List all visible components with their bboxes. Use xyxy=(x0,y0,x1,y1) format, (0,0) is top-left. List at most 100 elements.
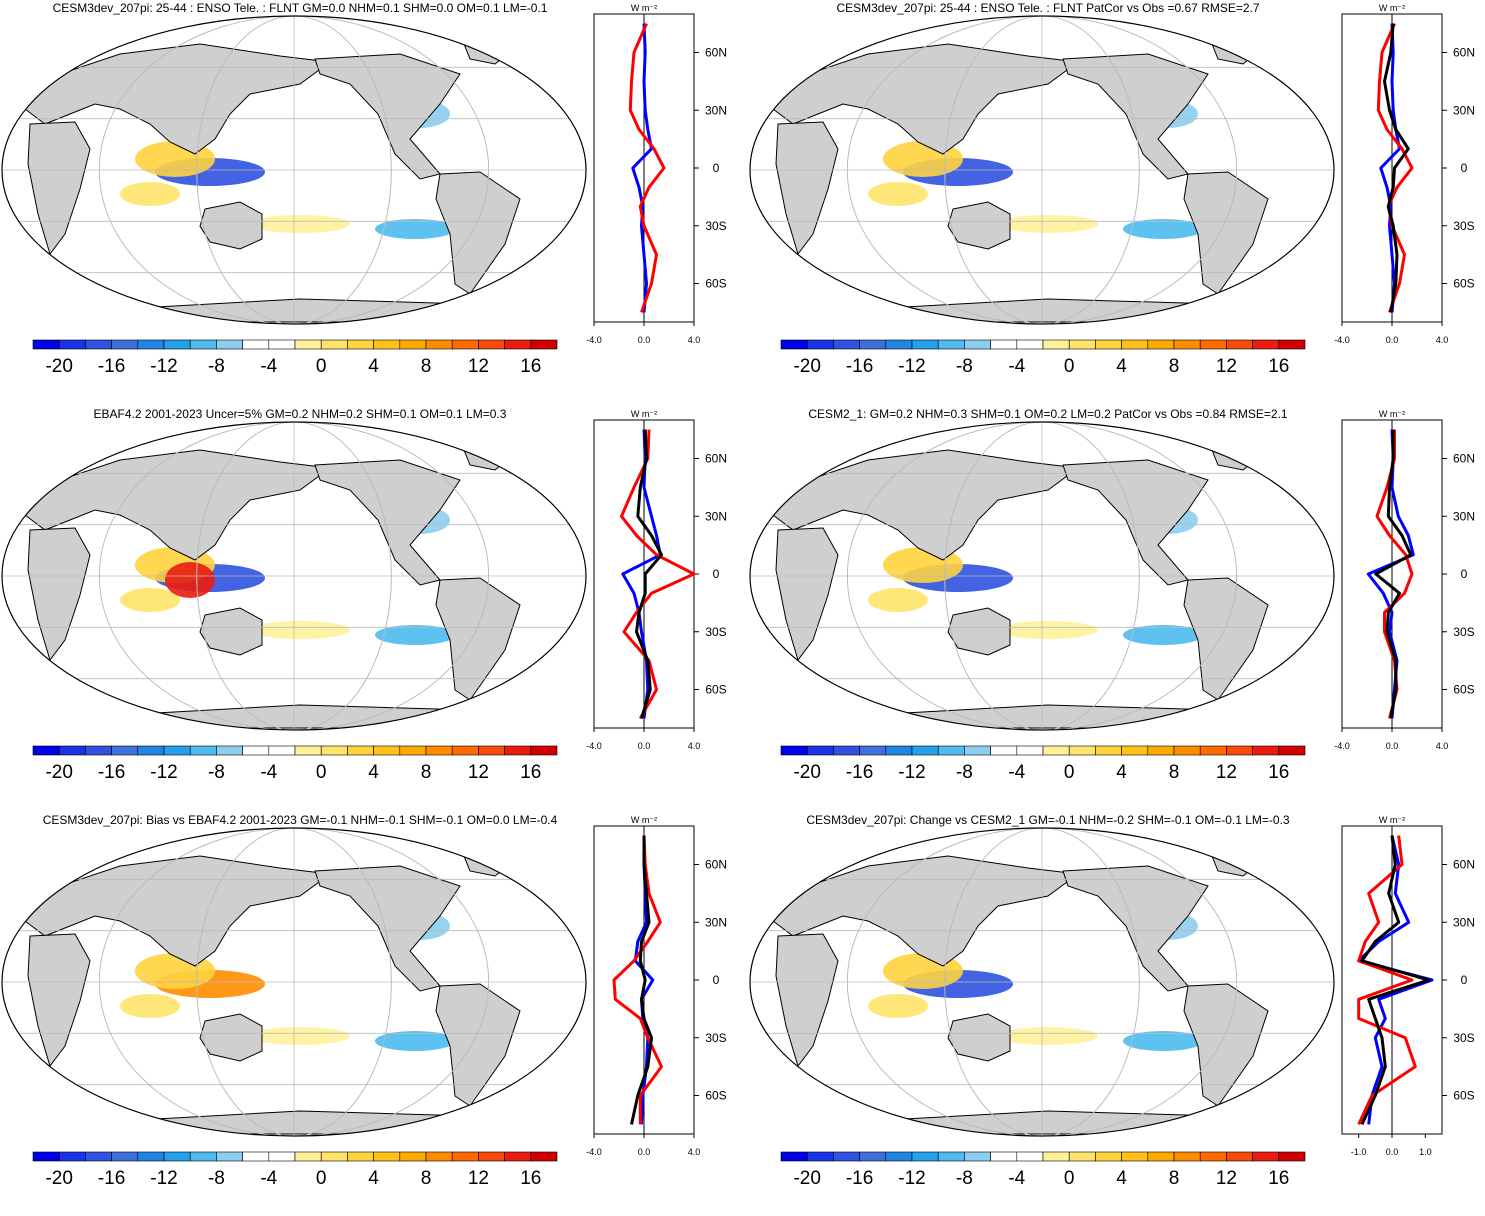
colorbar-swatch xyxy=(885,745,913,756)
colorbar-label: 4 xyxy=(1116,1168,1127,1189)
colorbar-swatch xyxy=(504,1151,532,1162)
panel-title: CESM3dev_207pi: 25-44 : ENSO Tele. : FLN… xyxy=(836,1,1260,15)
map-border xyxy=(749,827,1335,1137)
colorbar-swatch xyxy=(32,339,60,350)
colorbar-swatch xyxy=(1147,745,1175,756)
colorbar-label: -8 xyxy=(956,762,973,783)
colorbar-swatch xyxy=(859,745,887,756)
zonal-profile: W m⁻² 60N 30N 0 30S 60S -4.0 0.0 4.0 xyxy=(1334,409,1475,751)
x-tick-label: -4.0 xyxy=(586,741,602,751)
colorbar-label: 12 xyxy=(468,356,489,377)
landmass xyxy=(314,53,461,180)
profile-line-red xyxy=(1357,835,1417,1126)
lat-label: 30S xyxy=(1453,1031,1474,1045)
gridline-lon xyxy=(944,422,1140,730)
unit-label: W m⁻² xyxy=(631,409,657,419)
panel-title: CESM3dev_207pi: Change vs CESM2_1 GM=-0.… xyxy=(806,813,1290,827)
colorbar-swatch xyxy=(268,745,296,756)
landmass xyxy=(24,449,332,561)
landmass xyxy=(199,201,263,250)
colorbar-label: -16 xyxy=(846,356,873,377)
colorbar-label: 12 xyxy=(1216,1168,1237,1189)
x-tick-label: 1.0 xyxy=(1419,1147,1432,1157)
gridline-lon xyxy=(196,16,392,324)
colorbar-swatch xyxy=(780,1151,808,1162)
colorbar-swatch xyxy=(137,339,165,350)
lat-label: 60N xyxy=(1453,858,1475,872)
colorbar-label: 16 xyxy=(520,762,541,783)
profile-line-red xyxy=(1376,23,1414,313)
colorbar-label: -16 xyxy=(98,356,125,377)
lat-label: 30S xyxy=(1453,219,1474,233)
colorbar-swatch xyxy=(1147,339,1175,350)
colorbar-swatch xyxy=(32,745,60,756)
colorbar-label: -20 xyxy=(793,762,820,783)
colorbar-swatch xyxy=(885,339,913,350)
colorbar-label: -12 xyxy=(150,1168,177,1189)
landmass xyxy=(772,855,1080,967)
colorbar-label: 8 xyxy=(1169,1168,1180,1189)
colorbar-swatch xyxy=(111,745,139,756)
colorbar-label: 12 xyxy=(1216,356,1237,377)
colorbar-swatch xyxy=(911,339,939,350)
profile-line-blue xyxy=(1357,835,1434,1125)
colorbar-swatch xyxy=(111,1151,139,1162)
colorbar-swatch xyxy=(294,745,322,756)
colorbar-swatch xyxy=(1252,745,1280,756)
anomaly-contour xyxy=(375,1031,455,1051)
colorbar: -20-16-12-8-4048121620 xyxy=(780,1151,1306,1189)
colorbar-label: -12 xyxy=(898,356,925,377)
colorbar-label: -8 xyxy=(208,762,225,783)
lat-label: 60S xyxy=(1453,1089,1474,1103)
lat-label: 60S xyxy=(1453,683,1474,697)
gridline-lon xyxy=(98,16,490,324)
x-tick-label: -4.0 xyxy=(1334,335,1350,345)
unit-label: W m⁻² xyxy=(1379,409,1405,419)
x-tick-label: 0.0 xyxy=(1386,335,1399,345)
lat-label: 60S xyxy=(705,683,726,697)
anomaly-contour xyxy=(250,621,350,639)
colorbar-swatch xyxy=(320,745,348,756)
colorbar-swatch xyxy=(1226,339,1253,350)
panel-title: CESM3dev_207pi: Bias vs EBAF4.2 2001-202… xyxy=(42,813,558,827)
lat-label: 60N xyxy=(705,46,727,60)
colorbar-label: -4 xyxy=(1008,762,1025,783)
profile-line-black xyxy=(1383,23,1410,313)
colorbar-label: 8 xyxy=(1169,762,1180,783)
colorbar-swatch xyxy=(1042,1151,1070,1162)
landmass xyxy=(24,855,332,967)
colorbar-swatch xyxy=(1199,745,1227,756)
panel-5: CESM3dev_207pi: Bias vs EBAF4.2 2001-202… xyxy=(0,812,742,1216)
anomaly-contour xyxy=(998,215,1098,233)
colorbar: -20-16-12-8-4048121620 xyxy=(32,1151,558,1189)
landmass xyxy=(199,607,263,656)
profile-line-black xyxy=(630,835,653,1125)
colorbar-swatch xyxy=(163,1151,191,1162)
colorbar-label: 4 xyxy=(1116,356,1127,377)
colorbar-label: 12 xyxy=(468,1168,489,1189)
colorbar-swatch xyxy=(1121,745,1149,756)
colorbar-swatch xyxy=(189,339,217,350)
map-border xyxy=(1,827,587,1137)
x-tick-label: 0.0 xyxy=(638,741,651,751)
map-border xyxy=(749,421,1335,731)
lat-label: 30N xyxy=(1453,915,1475,929)
colorbar-swatch xyxy=(163,745,191,756)
lat-label: 30N xyxy=(1453,103,1475,117)
colorbar-label: -20 xyxy=(793,356,820,377)
colorbar-label: -8 xyxy=(956,1168,973,1189)
lat-label: 60S xyxy=(1453,277,1474,291)
landmass xyxy=(24,43,332,155)
colorbar-label: 8 xyxy=(1169,356,1180,377)
colorbar-label: 0 xyxy=(316,762,327,783)
colorbar-swatch xyxy=(85,1151,112,1162)
colorbar-swatch xyxy=(32,1151,60,1162)
colorbar-swatch xyxy=(937,745,965,756)
colorbar-label: -16 xyxy=(846,1168,873,1189)
panel-3: EBAF4.2 2001-2023 Uncer=5% GM=0.2 NHM=0.… xyxy=(0,406,742,810)
landmass xyxy=(314,459,461,586)
map-border xyxy=(1,15,587,325)
colorbar-swatch xyxy=(399,745,427,756)
colorbar-label: 4 xyxy=(368,1168,379,1189)
x-tick-label: -1.0 xyxy=(1351,1147,1367,1157)
